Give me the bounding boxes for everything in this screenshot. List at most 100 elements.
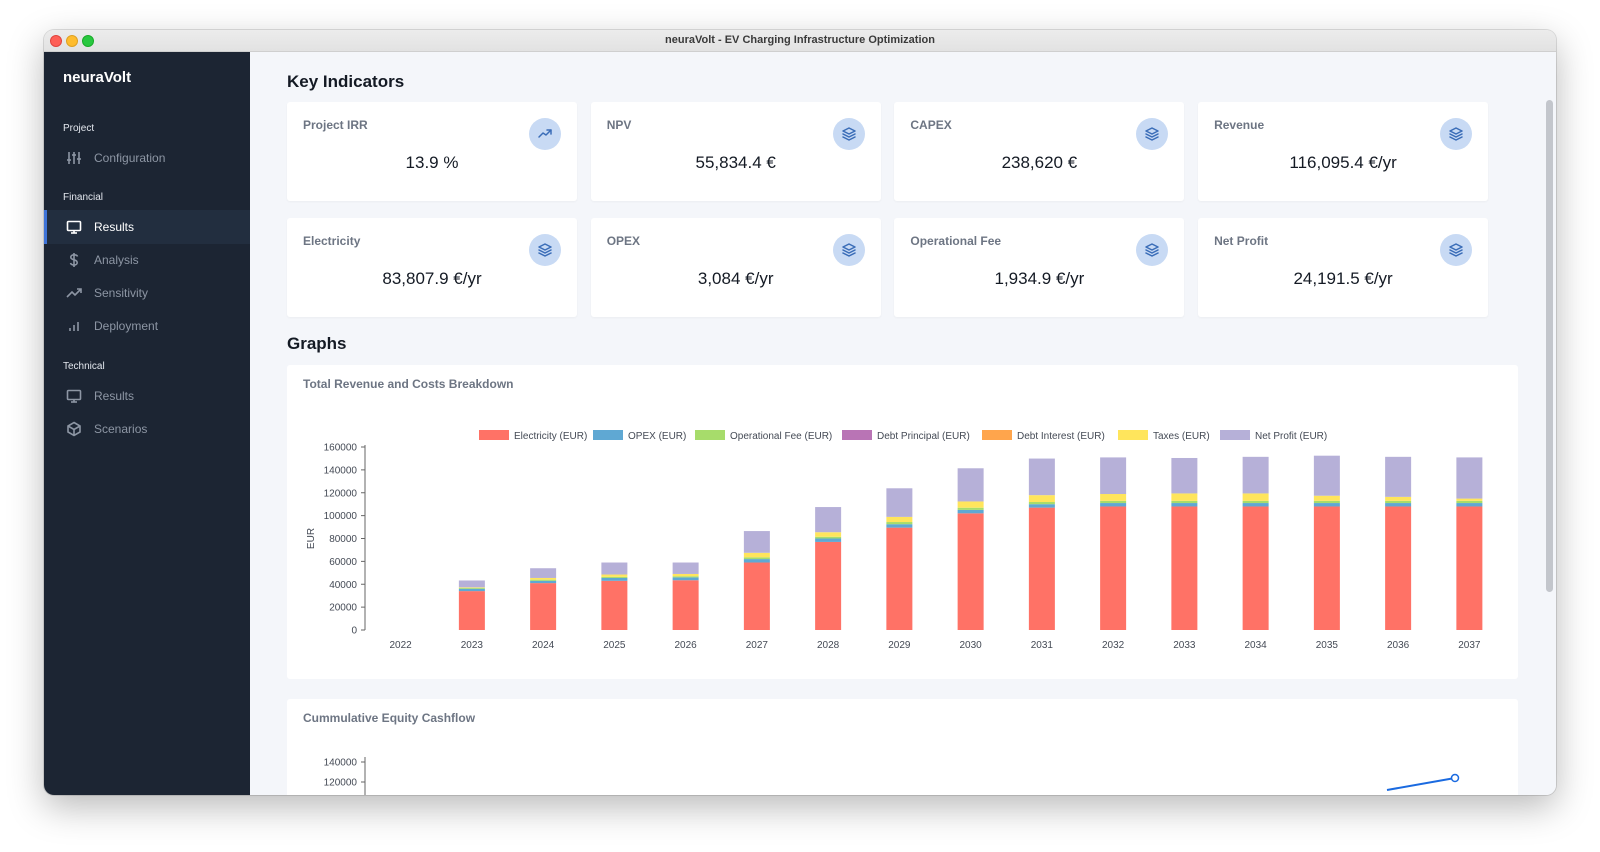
bar-segment[interactable]: [1242, 503, 1269, 507]
bar-segment[interactable]: [458, 587, 485, 589]
bar-segment[interactable]: [815, 541, 842, 630]
bar-segment[interactable]: [815, 536, 842, 539]
bar-segment[interactable]: [743, 557, 770, 560]
scrollbar-thumb[interactable]: [1546, 100, 1553, 592]
bar-segment[interactable]: [815, 507, 842, 533]
bar-segment[interactable]: [1028, 504, 1055, 508]
bar-segment[interactable]: [1313, 455, 1340, 496]
bar-segment[interactable]: [1313, 503, 1340, 507]
sidebar-item-technical-results[interactable]: Results: [44, 379, 250, 413]
bar-segment[interactable]: [1028, 502, 1055, 505]
bar-segment[interactable]: [458, 587, 485, 588]
sidebar-item-scenarios[interactable]: Scenarios: [44, 412, 250, 446]
bar-segment[interactable]: [458, 580, 485, 588]
bar-segment[interactable]: [886, 522, 913, 525]
bar-segment[interactable]: [601, 580, 628, 630]
bar-segment[interactable]: [1171, 457, 1198, 494]
bar-segment[interactable]: [1242, 500, 1269, 504]
bar-segment[interactable]: [1385, 506, 1412, 630]
bar-segment[interactable]: [530, 580, 557, 584]
bar-segment[interactable]: [672, 580, 699, 630]
bar-segment[interactable]: [1456, 506, 1483, 630]
bar-segment[interactable]: [743, 562, 770, 630]
bar-segment[interactable]: [1385, 496, 1412, 501]
bar-segment[interactable]: [672, 562, 699, 574]
bar-segment[interactable]: [1456, 457, 1483, 499]
legend-item[interactable]: Debt Interest (EUR): [982, 430, 1105, 442]
bar-segment[interactable]: [743, 559, 770, 563]
kpi-label: Net Profit: [1214, 234, 1269, 248]
legend-item[interactable]: Operational Fee (EUR): [695, 430, 832, 442]
bar-segment[interactable]: [1313, 495, 1340, 501]
bar-segment[interactable]: [1100, 503, 1127, 507]
legend-swatch: [842, 430, 872, 440]
bar-segment[interactable]: [1456, 498, 1483, 501]
bar-segment[interactable]: [1385, 503, 1412, 507]
bar-segment[interactable]: [1028, 495, 1055, 503]
bar-segment[interactable]: [957, 501, 984, 508]
bar-segment[interactable]: [815, 532, 842, 537]
legend-item[interactable]: Electricity (EUR): [479, 430, 587, 442]
bar-segment[interactable]: [1456, 500, 1483, 504]
bar-segment[interactable]: [886, 516, 913, 523]
bar-segment[interactable]: [530, 579, 557, 581]
bar-segment[interactable]: [957, 507, 984, 510]
sidebar-item-financial-results[interactable]: Results: [44, 210, 250, 244]
bar-segment[interactable]: [1100, 506, 1127, 630]
legend-item[interactable]: OPEX (EUR): [593, 430, 686, 442]
bar-segment[interactable]: [1242, 493, 1269, 501]
bar-segment[interactable]: [1100, 494, 1127, 501]
bar-segment[interactable]: [1100, 500, 1127, 504]
bar-segment[interactable]: [886, 524, 913, 528]
bar-segment[interactable]: [458, 591, 485, 630]
bar-segment[interactable]: [458, 588, 485, 592]
bar-segment[interactable]: [1171, 506, 1198, 630]
legend-item[interactable]: Taxes (EUR): [1118, 430, 1210, 442]
bar-segment[interactable]: [601, 577, 628, 581]
bar-segment[interactable]: [672, 576, 699, 578]
bar-segment[interactable]: [1242, 506, 1269, 630]
scrollbar[interactable]: [1544, 52, 1556, 795]
bar-segment[interactable]: [601, 574, 628, 577]
bar-segment[interactable]: [1028, 458, 1055, 496]
bar-segment[interactable]: [530, 568, 557, 578]
sidebar-item-deployment[interactable]: Deployment: [44, 309, 250, 343]
bar-segment[interactable]: [957, 468, 984, 502]
bar-segment[interactable]: [1313, 506, 1340, 630]
sidebar-item-analysis[interactable]: Analysis: [44, 243, 250, 277]
sidebar-item-sensitivity[interactable]: Sensitivity: [44, 276, 250, 310]
zoom-window-button[interactable]: [82, 35, 94, 47]
bar-segment[interactable]: [886, 527, 913, 630]
sidebar-item-configuration[interactable]: Configuration: [44, 141, 250, 175]
bar-segment[interactable]: [1456, 503, 1483, 507]
minimize-window-button[interactable]: [66, 35, 78, 47]
bar-segment[interactable]: [530, 583, 557, 630]
bar-segment[interactable]: [743, 552, 770, 558]
bar-segment[interactable]: [1028, 507, 1055, 630]
bar-segment[interactable]: [1171, 500, 1198, 504]
bar-segment[interactable]: [601, 562, 628, 575]
bar-segment[interactable]: [1100, 457, 1127, 495]
close-window-button[interactable]: [50, 35, 62, 47]
legend-item[interactable]: Net Profit (EUR): [1220, 430, 1327, 442]
bar-segment[interactable]: [815, 538, 842, 542]
x-tick-label: 2032: [1102, 640, 1125, 651]
bar-segment[interactable]: [601, 576, 628, 578]
bar-segment[interactable]: [957, 509, 984, 514]
legend-swatch: [593, 430, 623, 440]
bar-segment[interactable]: [672, 577, 699, 581]
data-point[interactable]: [1450, 773, 1460, 783]
legend-item[interactable]: Debt Principal (EUR): [842, 430, 970, 442]
bar-segment[interactable]: [886, 488, 913, 517]
bar-segment[interactable]: [1171, 503, 1198, 507]
bar-segment[interactable]: [530, 577, 557, 580]
bar-segment[interactable]: [1242, 456, 1269, 494]
bar-segment[interactable]: [743, 531, 770, 553]
bar-segment[interactable]: [1313, 500, 1340, 504]
sidebar-item-label: Results: [94, 220, 135, 234]
bar-segment[interactable]: [957, 513, 984, 630]
bar-segment[interactable]: [1385, 456, 1412, 497]
bar-segment[interactable]: [1171, 493, 1198, 501]
bar-segment[interactable]: [672, 573, 699, 577]
bar-segment[interactable]: [1385, 500, 1412, 504]
